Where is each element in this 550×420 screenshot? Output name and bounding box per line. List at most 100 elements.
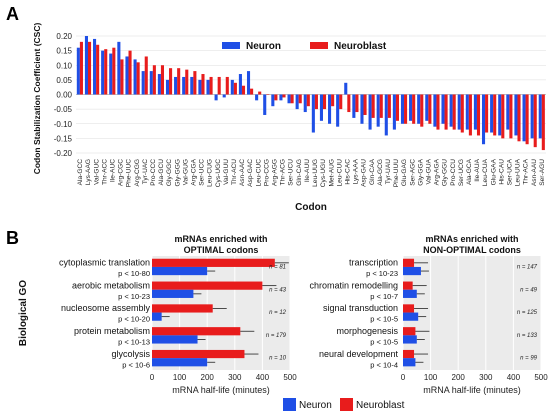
- x-tick-label: Thr-ACC: [101, 159, 108, 185]
- x-tick-label: Leu-CUU: [336, 159, 343, 187]
- bar-neuroblast-lys-aag: [87, 41, 92, 95]
- x-tick-label: Gly-GGC: [166, 159, 173, 186]
- bar-neuron-cytoplasmic-translation: [152, 266, 208, 276]
- count-label: n = 43: [269, 287, 287, 293]
- x-tick-label: Met-AUG: [328, 159, 335, 186]
- bar-neuroblast-nucleosome-assembly: [152, 304, 213, 313]
- y-tick-label: 0.20: [56, 32, 72, 41]
- x-tick-label: Asn-AAU: [531, 159, 538, 186]
- chart-title-line: mRNAs enriched with: [425, 234, 518, 244]
- x-tick-label: Val-GUA: [426, 158, 433, 184]
- bar-neuroblast-val-guc: [96, 44, 100, 95]
- x-tick-label: Ile-AUA: [474, 158, 481, 181]
- y-tick-label: 0.00: [56, 91, 72, 100]
- x-tick-label: Ser-UCC: [199, 159, 206, 186]
- bar-neuroblast-leu-cuc: [258, 91, 262, 95]
- bar-neuron-phe-uuu: [392, 94, 396, 130]
- bar-neuroblast-ser-ucc: [201, 74, 205, 95]
- bar-neuroblast-gln-cag: [298, 94, 302, 104]
- bar-neuron-pro-ccu: [449, 94, 453, 127]
- bar-neuron-lys-aaa: [352, 94, 356, 118]
- bar-neuron-thr-aca: [522, 94, 526, 142]
- bar-neuroblast-ala-gcu: [160, 65, 165, 95]
- x-tick-label: 0: [150, 373, 155, 382]
- y-tick-label: -0.15: [54, 134, 73, 143]
- x-tick-label: Asn-AAC: [239, 159, 246, 186]
- bar-neuroblast-ser-ucu: [290, 94, 294, 104]
- category-label: protein metabolism: [74, 326, 150, 336]
- x-tick-label: Ala-GCA: [466, 158, 473, 185]
- bar-neuroblast-lys-aaa: [355, 94, 359, 113]
- x-tick-label: Ala-GCG: [377, 159, 384, 186]
- bar-neuron-asn-aau: [530, 94, 534, 139]
- bar-neuroblast-leu-cuu: [339, 94, 343, 110]
- pvalue-label: p < 10-4: [370, 360, 398, 369]
- bottom-legend-swatch-neuroblast: [340, 398, 353, 411]
- bar-neuroblast-phe-uuu: [395, 94, 400, 121]
- x-tick-label: Pro-CCC: [150, 159, 157, 186]
- bar-neuroblast-phe-uuc: [128, 50, 132, 95]
- bar-neuron-pro-ccg: [263, 94, 267, 115]
- bar-neuroblast-ala-gcc: [79, 41, 83, 95]
- bar-neuroblast-met-aug: [331, 94, 335, 107]
- bar-neuroblast-leu-uug: [314, 94, 318, 110]
- pvalue-label: p < 10-13: [118, 337, 150, 346]
- count-label: n = 133: [517, 333, 538, 339]
- bar-neuron-val-gua: [425, 94, 429, 121]
- bar-neuron-nucleosome-assembly: [152, 312, 162, 321]
- bar-neuron-gly-ggc: [165, 79, 170, 95]
- y-tick-label: -0.10: [54, 120, 73, 129]
- bar-neuron-gly-gga: [417, 94, 421, 124]
- bar-neuron-arg-cga: [190, 76, 194, 95]
- y-axis-label: Codon Stabilization Coefficient (CSC): [32, 23, 42, 175]
- count-label: n = 99: [520, 356, 538, 362]
- x-tick-label: Glu-GAA: [490, 158, 497, 185]
- bar-neuroblast-chromatin-remodelling: [403, 281, 413, 290]
- x-tick-label: 300: [479, 373, 493, 382]
- y-tick-label: 0.05: [56, 76, 72, 85]
- bar-neuron-his-cac: [344, 82, 348, 95]
- bar-neuroblast-leu-uua: [517, 94, 521, 142]
- x-tick-label: Val-GUU: [223, 159, 230, 185]
- x-tick-label: Ala-GCU: [158, 159, 165, 186]
- x-axis-label: mRNA half-life (minutes): [423, 385, 521, 395]
- bar-neuroblast-glu-gag: [404, 94, 408, 124]
- x-tick-label: Ile-AUU: [304, 159, 311, 182]
- pvalue-label: p < 10-23: [366, 269, 398, 278]
- count-label: n = 125: [517, 310, 538, 316]
- legend-swatch-neuroblast: [310, 42, 328, 49]
- bar-neuroblast-thr-acg: [282, 94, 286, 98]
- x-tick-label: His-CAU: [498, 159, 505, 185]
- bar-neuron-glu-gag: [400, 94, 405, 124]
- x-tick-label: Arg-CGC: [118, 159, 125, 186]
- x-tick-label: Phe-UUC: [126, 159, 133, 187]
- bar-neuron-leu-uua: [514, 94, 518, 136]
- bar-neuron-asp-gac: [246, 71, 251, 95]
- bar-neuroblast-pro-ccc: [152, 65, 156, 95]
- x-tick-label: Ser-UCA: [507, 158, 514, 185]
- bar-neuroblast-morphogenesis: [403, 327, 416, 336]
- bar-neuroblast-thr-aca: [525, 94, 529, 145]
- chart-title-line: OPTIMAL codons: [184, 245, 259, 255]
- bar-neuron-val-guu: [222, 94, 226, 98]
- bar-neuron-ser-uca: [506, 94, 510, 130]
- x-tick-label: 100: [173, 373, 187, 382]
- x-tick-label: Leu-UUG: [312, 159, 319, 187]
- x-tick-label: Ser-AGU: [539, 159, 546, 186]
- y-tick-label: -0.20: [54, 149, 73, 158]
- x-tick-label: 100: [424, 373, 438, 382]
- x-tick-label: Ala-GCC: [77, 159, 84, 186]
- x-tick-label: Ile-AUC: [109, 159, 116, 182]
- bar-neuron-asp-gau: [360, 94, 364, 124]
- bar-neuroblast-his-cac: [347, 94, 351, 113]
- bar-neuroblast-ile-auu: [306, 94, 310, 107]
- panel-a-label: A: [6, 4, 19, 24]
- bar-neuron-transcription: [403, 266, 421, 276]
- bar-neuron-leu-cuu: [336, 94, 340, 127]
- bar-neuroblast-gly-ggu: [444, 94, 448, 130]
- bar-neuron-ala-gcc: [76, 47, 80, 95]
- x-tick-label: Gly-GGG: [174, 159, 181, 186]
- category-label: cytoplasmic translation: [59, 258, 150, 268]
- bar-neuroblast-ser-ucg: [460, 94, 464, 133]
- bar-neuron-leu-cug: [206, 79, 210, 95]
